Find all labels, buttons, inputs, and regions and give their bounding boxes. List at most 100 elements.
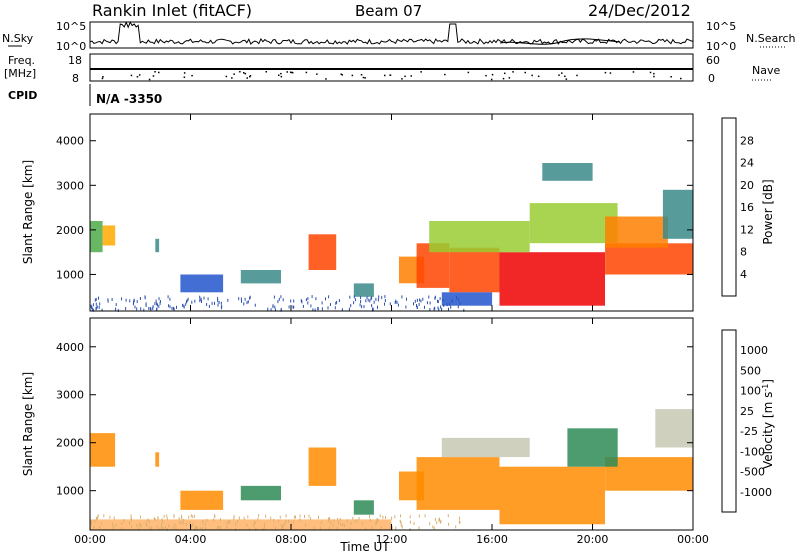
scatter-cell: [384, 302, 385, 306]
scatter-cell: [360, 300, 362, 304]
nave-point: [191, 74, 193, 77]
scatter-cell: [400, 514, 401, 518]
nave-point: [244, 72, 247, 75]
scatter-cell: [254, 520, 256, 524]
nsky-trace: [89, 21, 694, 46]
range-cell: [155, 452, 160, 467]
scatter-cell: [145, 302, 147, 306]
scatter-cell: [429, 522, 431, 526]
scatter-cell: [279, 515, 281, 519]
scatter-cell: [390, 523, 392, 527]
scatter-cell: [360, 296, 362, 300]
colorbar-tick: 20: [740, 179, 754, 192]
scatter-cell: [371, 526, 373, 529]
scatter-cell: [194, 299, 196, 303]
nave-point: [670, 76, 672, 78]
scatter-cell: [309, 517, 311, 521]
nave-point: [512, 71, 514, 73]
scatter-cell: [199, 295, 201, 299]
scatter-cell: [270, 308, 272, 312]
nave-point: [280, 72, 282, 75]
scatter-cell: [181, 514, 182, 518]
scatter-cell: [149, 526, 151, 530]
scatter-cell: [200, 297, 202, 301]
scatter-cell: [191, 515, 193, 519]
nave-point: [102, 76, 104, 78]
scatter-cell: [233, 514, 235, 518]
scatter-cell: [113, 527, 114, 531]
scatter-cell: [136, 307, 138, 311]
scatter-cell: [270, 516, 272, 520]
velocity-yticks: 1000 2000 3000 4000: [56, 341, 693, 498]
nave-point: [564, 75, 566, 78]
scatter-cell: [405, 305, 407, 309]
nave-point: [183, 76, 186, 78]
scatter-cell: [99, 525, 101, 529]
scatter-cell: [154, 518, 156, 521]
scatter-cell: [379, 514, 381, 518]
scatter-cell: [361, 522, 363, 526]
ytick-label: 3000: [56, 179, 84, 192]
scatter-cell: [187, 297, 189, 301]
nave-point: [362, 76, 365, 79]
scatter-cell: [352, 517, 354, 520]
nave-point: [404, 75, 406, 78]
nave-point: [152, 75, 155, 77]
nave-point: [243, 72, 245, 74]
scatter-cell: [304, 515, 305, 518]
scatter-cell: [139, 522, 140, 526]
nave-point: [490, 78, 493, 81]
scatter-cell: [162, 520, 164, 524]
scatter-cell: [179, 521, 181, 525]
nave-point: [609, 72, 612, 74]
nave-point: [401, 78, 403, 80]
scatter-cell: [163, 514, 165, 518]
nave-point: [565, 78, 568, 80]
scatter-cell: [172, 526, 174, 530]
scatter-cell: [238, 297, 240, 301]
scatter-cell: [320, 521, 322, 525]
scatter-cell: [168, 524, 170, 528]
scatter-cell: [103, 514, 105, 518]
scatter-cell: [401, 295, 403, 299]
scatter-cell: [262, 527, 264, 531]
nave-tick-bottom: 0: [708, 72, 715, 85]
scatter-cell: [369, 299, 371, 303]
nave-point: [537, 75, 540, 78]
scatter-cell: [321, 301, 323, 305]
scatter-cell: [365, 299, 367, 303]
nave-point: [384, 74, 386, 77]
scatter-cell: [455, 525, 457, 529]
scatter-cell: [356, 519, 358, 523]
scatter-cell: [161, 526, 163, 530]
scatter-cell: [152, 306, 154, 310]
range-cell: [662, 189, 693, 239]
scatter-cell: [381, 296, 383, 300]
scatter-cell: [275, 308, 276, 312]
colorbar-tick: 24: [740, 157, 754, 170]
range-cell: [567, 428, 618, 467]
scatter-cell: [281, 526, 283, 530]
range-cell: [102, 225, 116, 246]
scatter-cell: [214, 301, 215, 305]
scatter-cell: [448, 307, 449, 311]
scatter-cell: [147, 518, 149, 522]
colorbar-tick: 4: [740, 268, 747, 281]
nave-point: [325, 78, 327, 80]
scatter-cell: [183, 305, 185, 309]
freq-tick-top: 18: [68, 54, 82, 67]
scatter-cell: [180, 520, 182, 524]
scatter-cell: [439, 520, 441, 524]
scatter-cell: [419, 298, 421, 302]
scatter-cell: [274, 526, 276, 530]
scatter-cell: [291, 522, 293, 526]
colorbar-tick: 500: [740, 364, 761, 377]
scatter-cell: [121, 527, 123, 531]
scatter-cell: [247, 515, 249, 519]
scatter-cell: [282, 298, 284, 302]
nave-point: [154, 71, 156, 73]
nave-point: [364, 77, 366, 79]
scatter-cell: [185, 302, 187, 306]
scatter-cell: [144, 295, 146, 299]
nave-point: [305, 71, 308, 74]
